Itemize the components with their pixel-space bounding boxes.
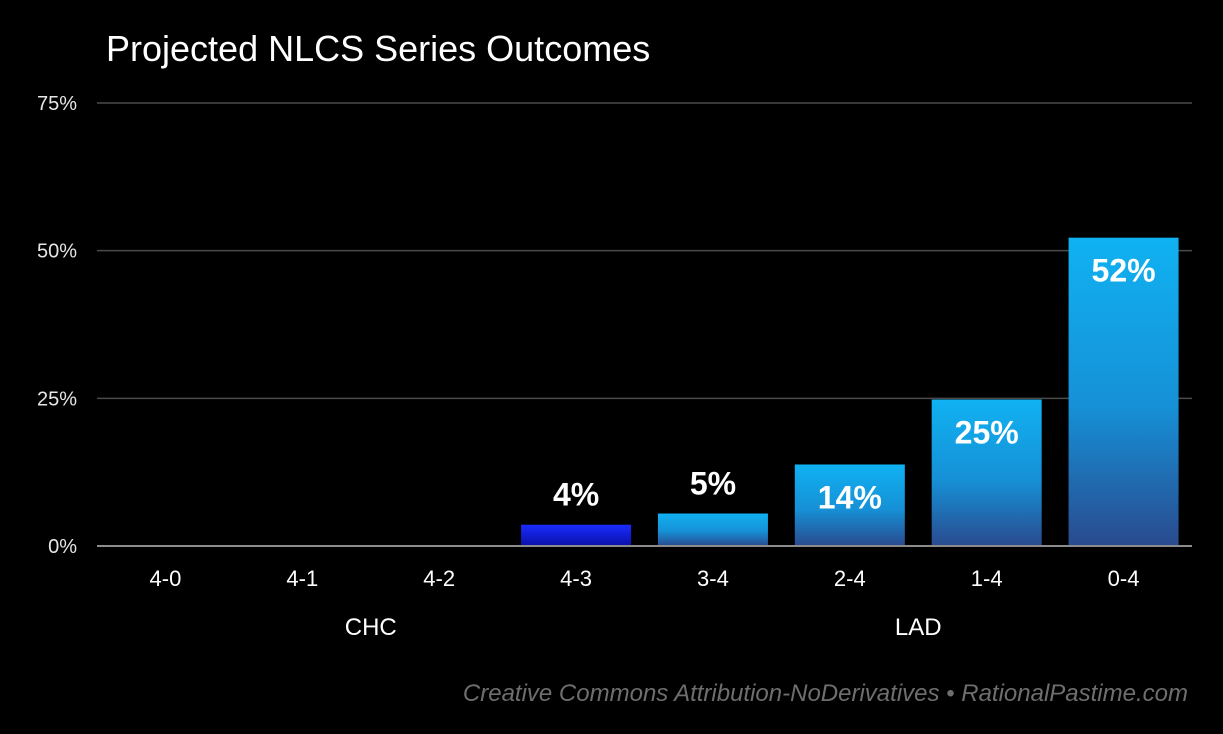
data-label-2-4: 14%: [818, 479, 882, 515]
y-tick-label: 75%: [37, 93, 77, 115]
y-gridlines: [97, 102, 1192, 400]
data-label-0-4: 52%: [1092, 253, 1156, 289]
x-tick-label: 4-0: [150, 566, 182, 591]
footer-credit: Creative Commons Attribution-NoDerivativ…: [463, 680, 1188, 707]
group-label-lad: LAD: [895, 614, 942, 641]
data-label-3-4: 5%: [690, 466, 736, 502]
x-tick-label: 0-4: [1108, 566, 1140, 591]
x-tick-label: 4-1: [286, 566, 318, 591]
y-tick-label: 25%: [37, 388, 77, 410]
x-tick-label: 4-3: [560, 566, 592, 591]
y-tick-label: 0%: [48, 536, 77, 558]
group-label-chc: CHC: [345, 614, 397, 641]
y-tick-label: 50%: [37, 241, 77, 263]
bar-0-4: [1068, 237, 1179, 546]
bars: [521, 237, 1179, 546]
x-tick-label: 1-4: [971, 566, 1003, 591]
x-axis-ticks: 4-0 4-1 4-2 4-3 3-4 2-4 1-4 0-4: [150, 566, 1140, 591]
data-labels: 4% 5% 14% 25% 52%: [553, 253, 1156, 516]
y-axis-ticks: 0% 25% 50% 75%: [37, 93, 77, 558]
data-label-1-4: 25%: [955, 415, 1019, 451]
bar-1-4: [931, 399, 1042, 546]
bar-2-4: [794, 464, 905, 546]
x-tick-label: 3-4: [697, 566, 729, 591]
bar-3-4: [657, 513, 768, 546]
chart-title: Projected NLCS Series Outcomes: [106, 28, 650, 69]
bar-4-3: [521, 524, 632, 546]
team-groups: CHC LAD: [345, 614, 942, 641]
data-label-4-3: 4%: [553, 477, 599, 513]
x-tick-label: 4-2: [423, 566, 455, 591]
x-tick-label: 2-4: [834, 566, 866, 591]
